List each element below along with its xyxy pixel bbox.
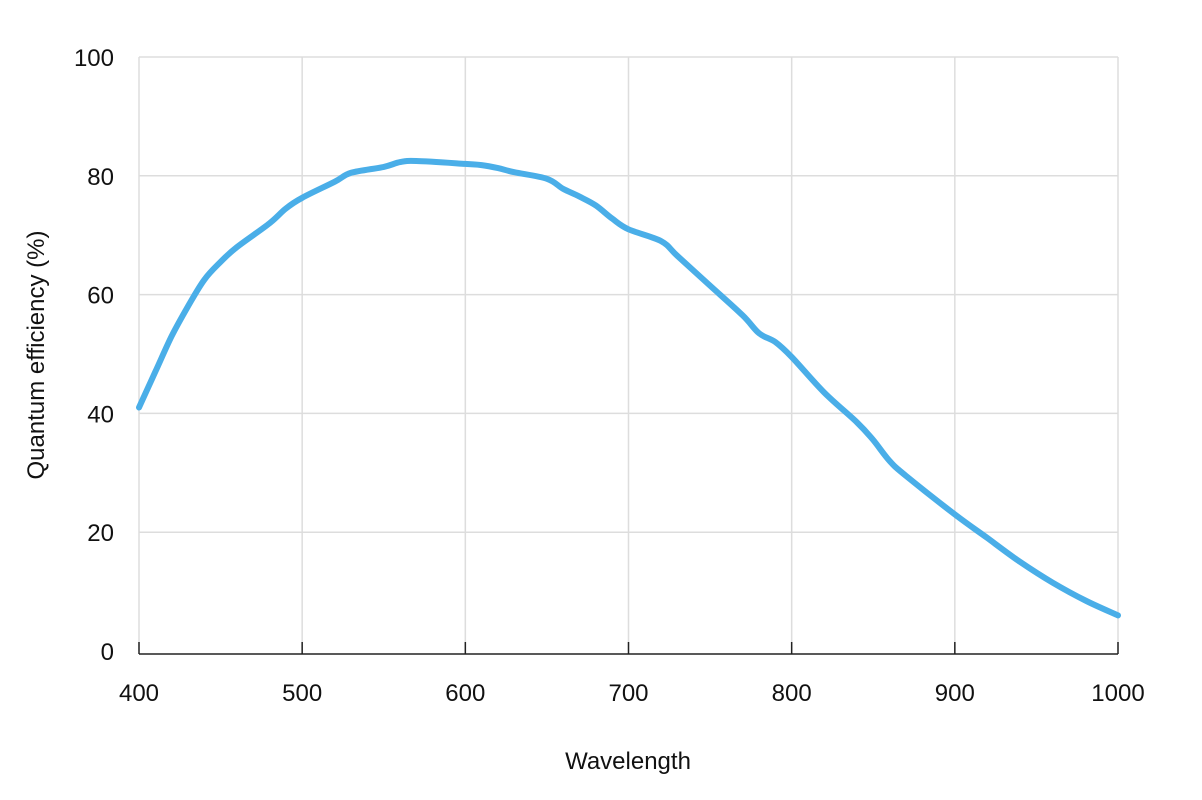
y-axis-title: Quantum efficiency (%) xyxy=(23,231,50,480)
y-tick-label: 100 xyxy=(74,45,114,72)
axes xyxy=(138,642,1119,655)
x-tick-label: 900 xyxy=(935,680,975,707)
x-tick-label: 1000 xyxy=(1091,680,1144,707)
y-tick-label: 80 xyxy=(87,164,114,191)
y-tick-label: 20 xyxy=(87,520,114,547)
x-tick-label: 800 xyxy=(772,680,812,707)
y-tick-label: 60 xyxy=(87,283,114,310)
data-series xyxy=(136,157,1121,619)
tick-labels: 400 500 600 700 800 900 1000 0 20 40 60 80 100 xyxy=(74,45,1145,707)
gridlines xyxy=(138,56,1119,651)
x-tick-label: 600 xyxy=(445,680,485,707)
x-axis-title: Wavelength xyxy=(565,748,691,775)
x-tick-label: 400 xyxy=(119,680,159,707)
quantum-efficiency-line xyxy=(136,157,1121,619)
x-tick-label: 500 xyxy=(282,680,322,707)
y-tick-label: 0 xyxy=(101,639,114,666)
x-tick-label: 700 xyxy=(608,680,648,707)
y-tick-label: 40 xyxy=(87,401,114,428)
